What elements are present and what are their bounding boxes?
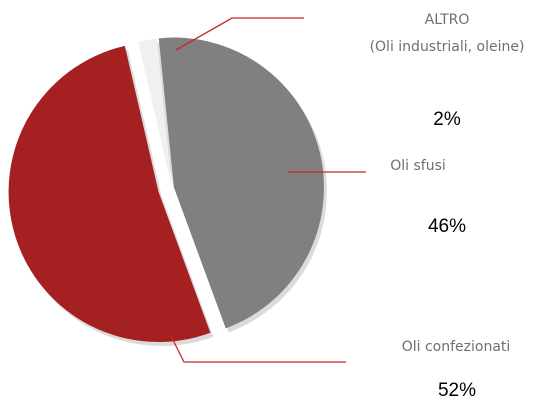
percent-altro: 2% [433, 109, 461, 130]
label-altro-detail: (Oli industriali, oleine) [370, 39, 525, 55]
label-oli-sfusi: Oli sfusi [390, 158, 446, 174]
leader-line-altro [175, 17, 304, 51]
pie-slices [8, 37, 324, 342]
percent-oli-sfusi: 46% [428, 216, 466, 237]
slice-altro [138, 38, 172, 188]
slice-oli-confezionati [8, 45, 211, 342]
leader-line-oli-confezionati [169, 333, 346, 363]
slice-oli-sfusi [158, 37, 324, 329]
leader-lines [169, 17, 366, 363]
label-altro: ALTRO [425, 12, 470, 28]
label-oli-confezionati: Oli confezionati [402, 339, 511, 355]
percent-oli-confezionati: 52% [438, 380, 476, 401]
